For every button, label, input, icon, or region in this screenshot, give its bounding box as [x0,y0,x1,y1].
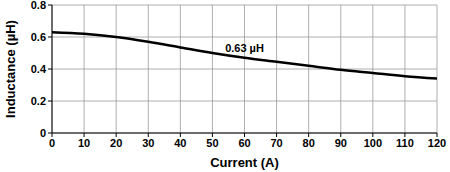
svg-text:40: 40 [174,137,186,149]
svg-text:50: 50 [206,137,218,149]
svg-text:90: 90 [335,137,347,149]
svg-text:0.63 µH: 0.63 µH [225,42,264,54]
html-text:Current (A): Current (A) [210,155,279,170]
svg-text:0.4: 0.4 [31,63,47,75]
svg-text:120: 120 [428,137,442,149]
svg-text:0.6: 0.6 [31,31,46,43]
svg-text:30: 30 [142,137,154,149]
svg-text:0: 0 [49,137,55,149]
svg-text:70: 70 [270,137,282,149]
html-text:Inductance (µH): Inductance (µH) [3,20,18,118]
svg-text:10: 10 [78,137,90,149]
svg-text:0.2: 0.2 [31,95,46,107]
svg-text:0: 0 [40,127,46,139]
svg-text:60: 60 [238,137,250,149]
svg-text:20: 20 [110,137,122,149]
svg-text:110: 110 [396,137,414,149]
svg-text:80: 80 [303,137,315,149]
svg-text:0.8: 0.8 [31,0,46,11]
svg-text:100: 100 [364,137,382,149]
